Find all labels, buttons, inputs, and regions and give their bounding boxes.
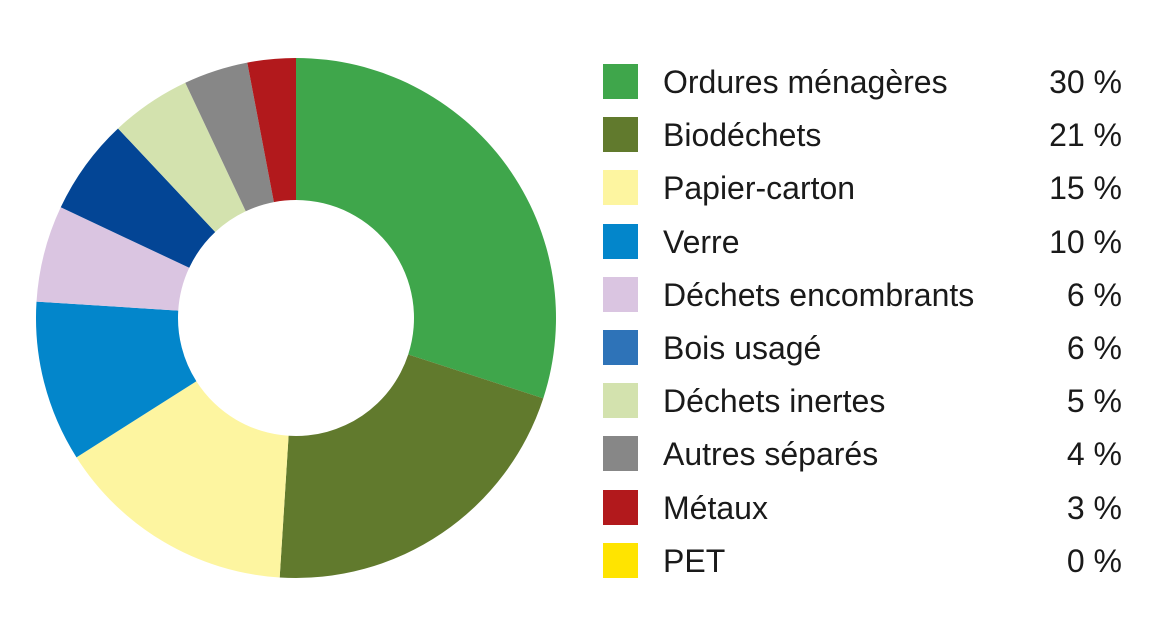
legend-swatch: [603, 542, 638, 578]
donut-slice-8: [247, 58, 296, 203]
legend-swatch: [603, 223, 638, 259]
legend-item: Autres séparés 4 %: [603, 429, 1128, 482]
donut-slice-1: [279, 354, 544, 578]
donut-slice-3: [36, 301, 197, 458]
legend-label: Déchets inertes: [663, 383, 886, 420]
legend-label: Autres séparés: [663, 436, 879, 473]
legend-item: Biodéchets 21 %: [603, 110, 1128, 163]
legend-value: 4 %: [1066, 436, 1122, 473]
donut-chart: [36, 58, 557, 578]
legend-swatch: [603, 64, 638, 99]
legend-item: Ordures ménagères 30 %: [603, 57, 1128, 110]
legend-value: 0 %: [1066, 542, 1122, 579]
donut-slice-6: [118, 82, 246, 232]
donut-slice-4: [36, 207, 190, 311]
legend-swatch: [603, 276, 638, 312]
donut-slice-2: [76, 381, 289, 578]
legend-value: 30 %: [1049, 64, 1122, 100]
legend-label: Verre: [663, 223, 740, 260]
legend-value: 3 %: [1066, 489, 1122, 526]
legend-label: Ordures ménagères: [663, 64, 948, 100]
legend-swatch: [603, 489, 638, 525]
legend-item: PET 0 %: [603, 536, 1128, 589]
legend-label: PET: [663, 542, 726, 579]
legend-value: 6 %: [1066, 329, 1122, 366]
legend-item: Papier-carton 15 %: [603, 163, 1128, 216]
donut-slice-7: [185, 62, 274, 212]
legend-swatch: [603, 383, 638, 419]
legend-swatch: [603, 170, 638, 206]
legend-value: 5 %: [1066, 383, 1122, 420]
legend-item: Déchets inertes 5 %: [603, 376, 1128, 429]
legend-swatch: [603, 117, 638, 153]
legend: Ordures ménagères 30 % Biodéchets 21 % Papie…: [603, 57, 1128, 589]
donut-slice-0: [296, 58, 557, 399]
legend-item: Métaux 3 %: [603, 483, 1128, 536]
legend-value: 15 %: [1049, 170, 1122, 207]
legend-item: Verre 10 %: [603, 217, 1128, 270]
legend-label: Bois usagé: [663, 329, 822, 366]
legend-value: 21 %: [1049, 117, 1122, 154]
legend-label: Papier-carton: [663, 170, 856, 207]
legend-swatch: [603, 436, 638, 472]
legend-label: Métaux: [663, 489, 768, 526]
donut-slice-5: [60, 128, 216, 268]
legend-value: 6 %: [1066, 276, 1122, 313]
legend-item: Déchets encombrants 6 %: [603, 270, 1128, 323]
legend-swatch: [603, 329, 638, 365]
legend-label: Déchets encombrants: [663, 276, 975, 313]
legend-label: Biodéchets: [663, 117, 822, 154]
legend-item: Bois usagé 6 %: [603, 323, 1128, 376]
legend-value: 10 %: [1049, 223, 1122, 260]
